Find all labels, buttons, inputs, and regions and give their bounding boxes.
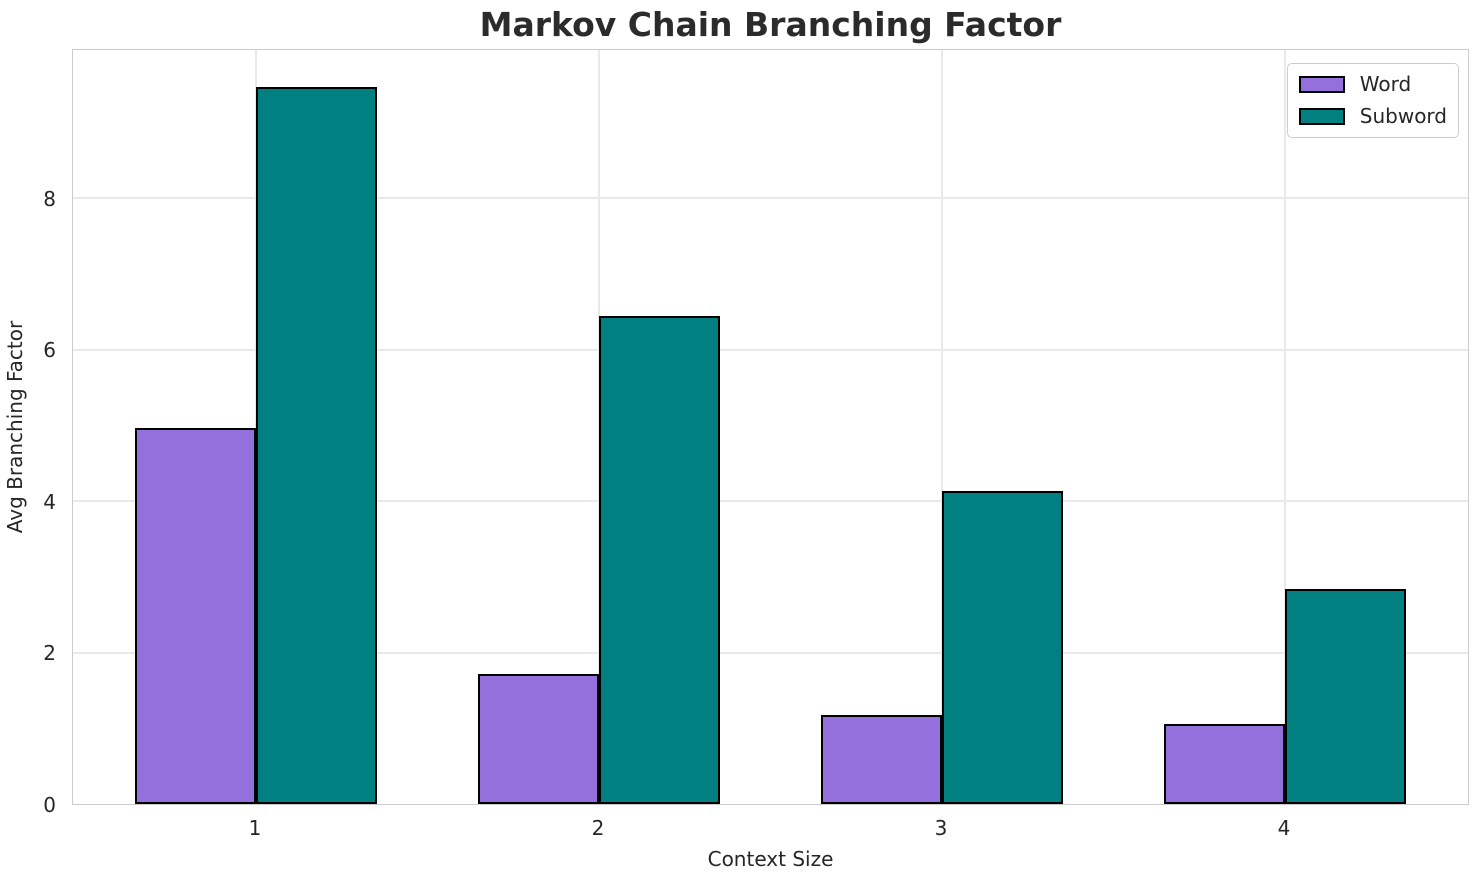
v-gridline xyxy=(941,50,943,804)
v-gridline xyxy=(1284,50,1286,804)
plot-area: Word Subword xyxy=(72,49,1469,805)
bar-word-3 xyxy=(821,714,942,804)
y-tick-label: 4 xyxy=(43,489,56,514)
y-tick-label: 2 xyxy=(43,641,56,666)
h-gridline xyxy=(73,500,1468,502)
h-gridline xyxy=(73,651,1468,654)
y-tick-label: 8 xyxy=(43,186,56,211)
x-tick-label: 1 xyxy=(248,816,262,840)
h-gridline xyxy=(73,197,1468,199)
x-tick-label: 3 xyxy=(934,816,948,840)
bar-subword-2 xyxy=(599,316,720,804)
bar-word-2 xyxy=(478,673,599,804)
bar-word-1 xyxy=(135,428,256,804)
bar-subword-4 xyxy=(1285,588,1406,804)
h-gridline xyxy=(73,348,1468,351)
bar-subword-3 xyxy=(942,491,1063,804)
bar-word-4 xyxy=(1164,723,1285,804)
legend-item: Word xyxy=(1298,71,1447,98)
legend-swatch-word xyxy=(1298,76,1345,93)
legend: Word Subword xyxy=(1286,63,1459,138)
legend-item: Subword xyxy=(1298,103,1447,130)
y-tick-label: 6 xyxy=(43,338,56,363)
x-tick-label: 2 xyxy=(591,816,605,840)
chart-title: Markov Chain Branching Factor xyxy=(479,5,1062,44)
legend-swatch-subword xyxy=(1298,108,1345,125)
legend-label: Word xyxy=(1359,72,1412,96)
legend-label: Subword xyxy=(1359,104,1447,128)
x-tick-label: 4 xyxy=(1277,816,1291,840)
y-tick-label: 0 xyxy=(43,793,56,817)
x-axis-label: Context Size xyxy=(707,847,834,871)
y-axis-label: Avg Branching Factor xyxy=(3,320,27,534)
bar-subword-1 xyxy=(256,87,377,804)
